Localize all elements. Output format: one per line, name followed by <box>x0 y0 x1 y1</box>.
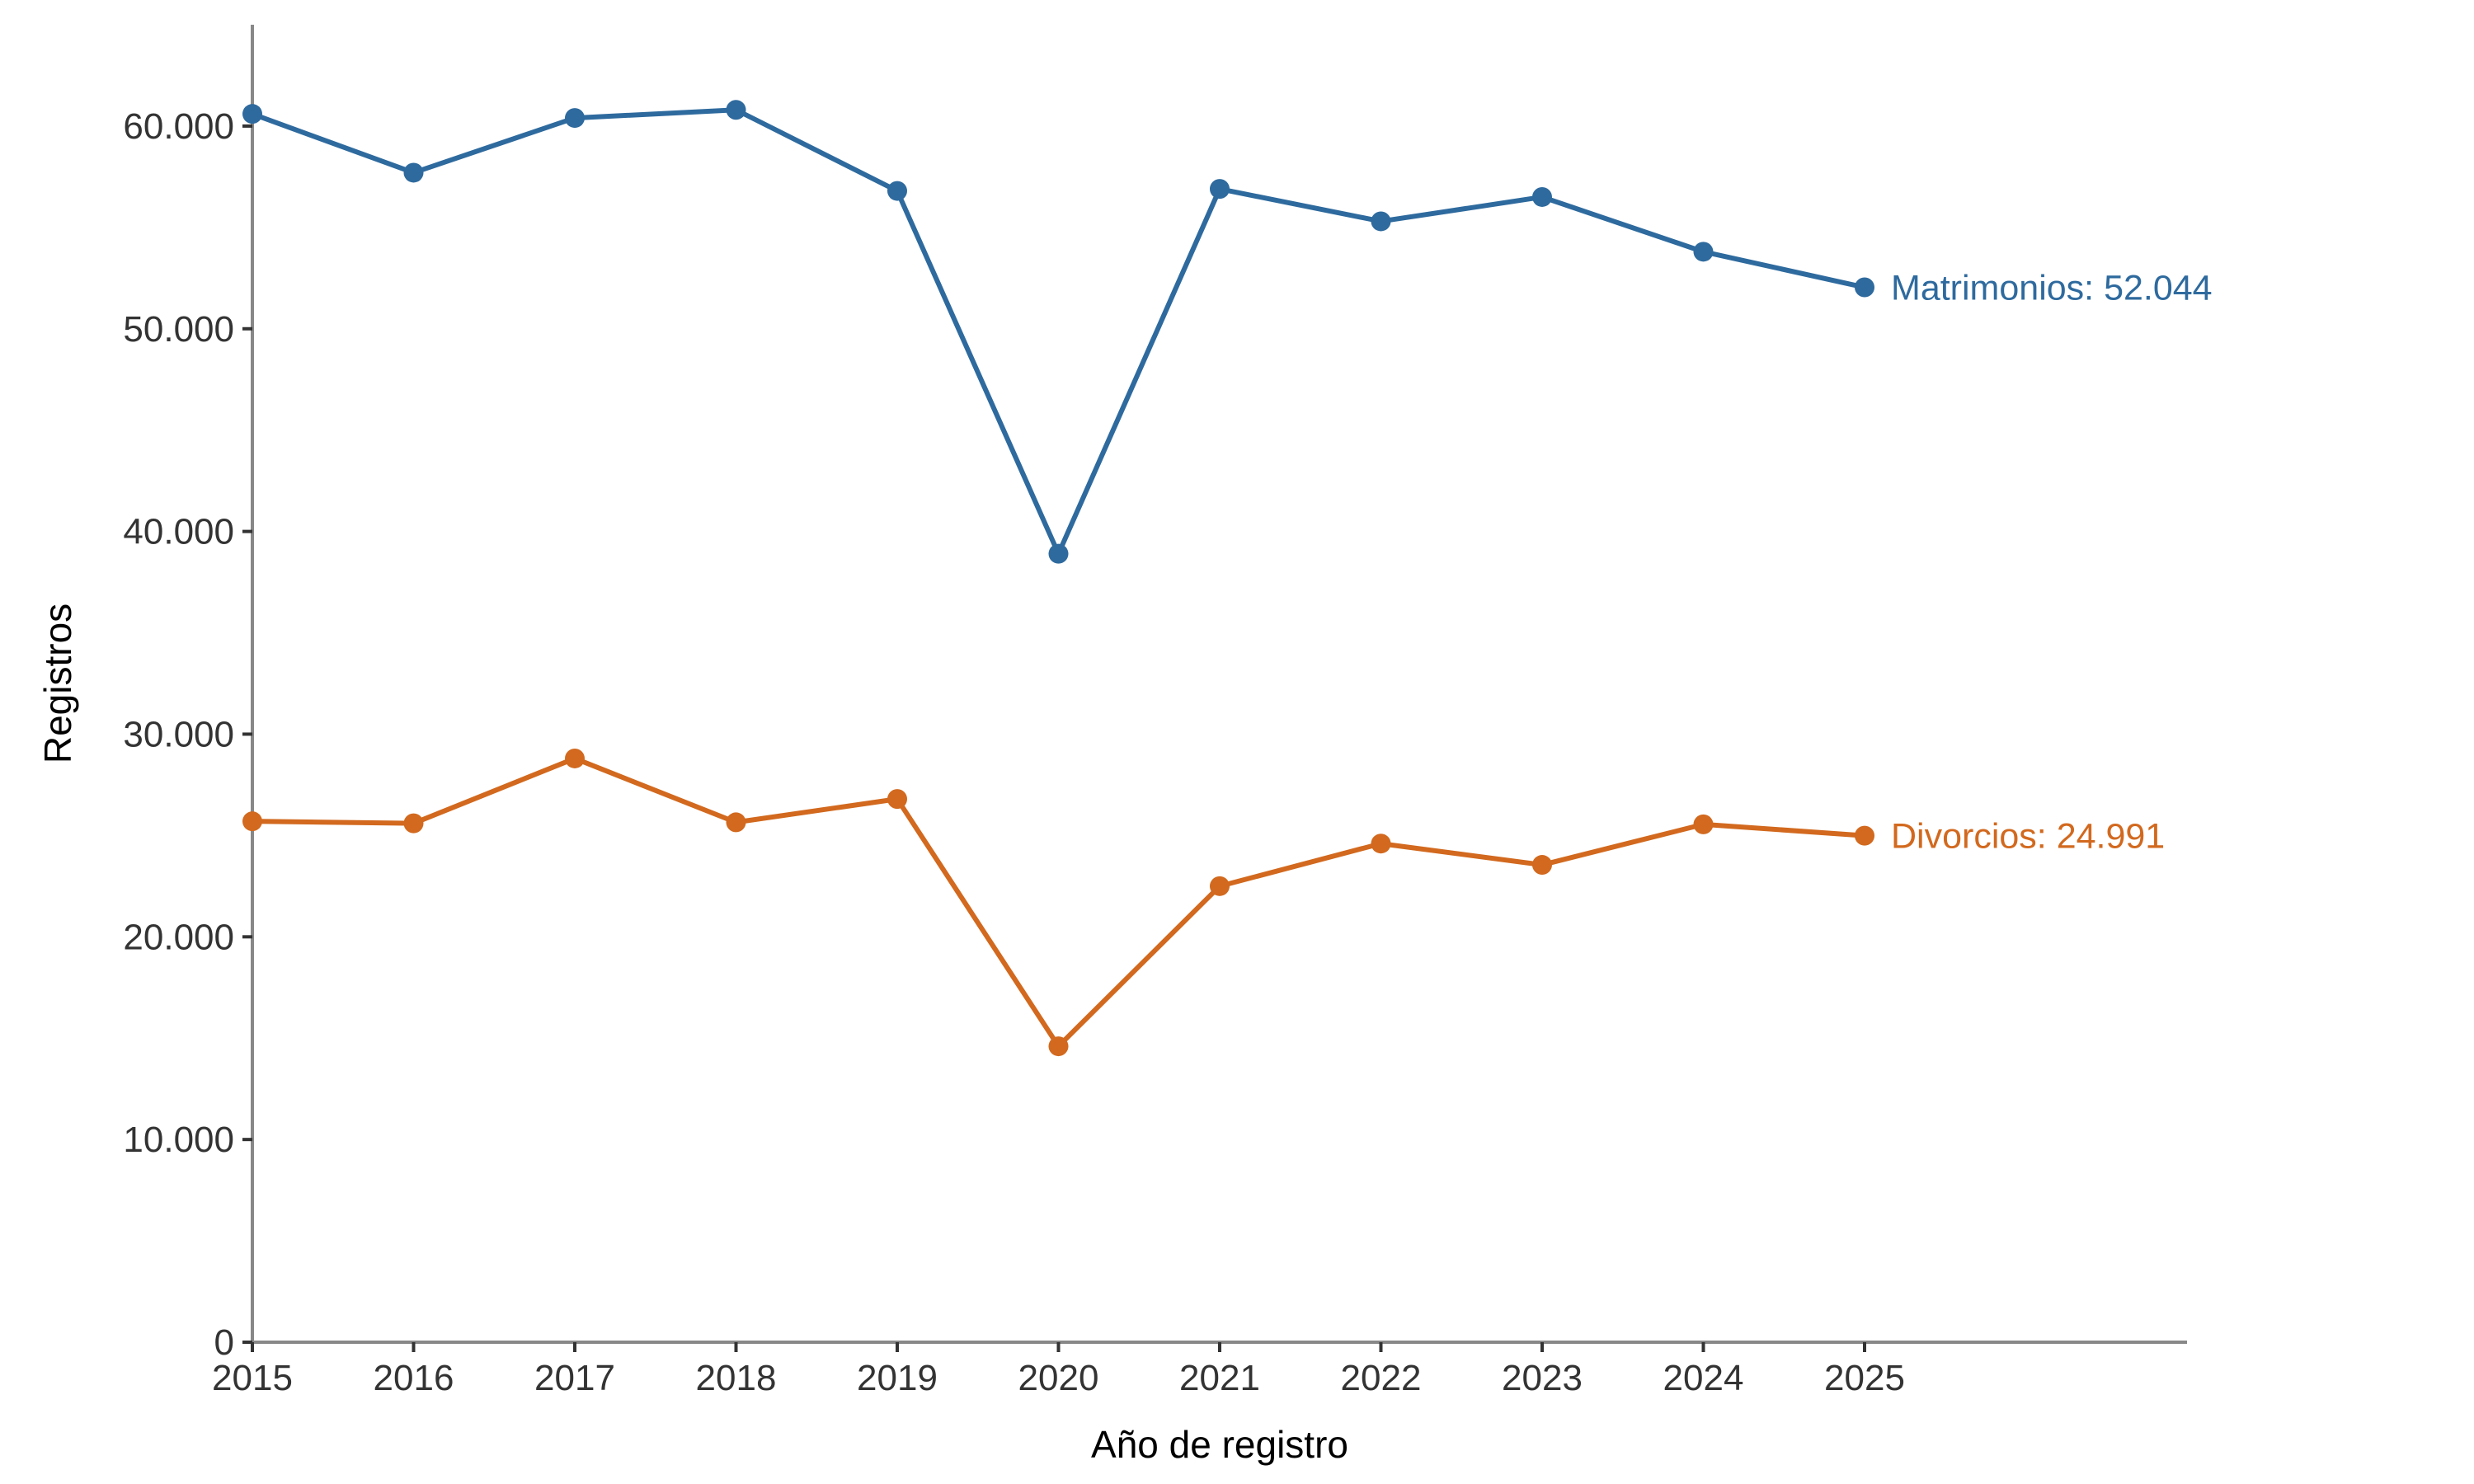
data-point <box>1048 1036 1069 1057</box>
data-point <box>1855 825 1874 846</box>
x-tick-label: 2020 <box>1018 1358 1099 1398</box>
x-tick-label: 2022 <box>1341 1358 1422 1398</box>
series-matrimonios: Matrimonios: 52.044 <box>242 100 2213 564</box>
y-tick-label: 50.000 <box>123 309 234 350</box>
y-tick-label: 60.000 <box>123 106 234 147</box>
data-point <box>1371 211 1391 232</box>
x-tick-label: 2024 <box>1663 1358 1744 1398</box>
data-point <box>242 811 262 832</box>
data-point <box>1855 277 1874 298</box>
data-point <box>242 104 262 124</box>
data-point <box>1210 179 1230 200</box>
series-line <box>250 107 1867 556</box>
data-point <box>726 100 746 120</box>
ticks: 0 10.000 20.000 30.000 40.000 50.000 60.000 201… <box>123 106 1905 1398</box>
data-point <box>887 789 907 810</box>
x-tick-label: 2017 <box>534 1358 615 1398</box>
x-tick-label: 2021 <box>1179 1358 1260 1398</box>
x-tick-label: 2025 <box>1824 1358 1905 1398</box>
data-point <box>1210 876 1230 896</box>
y-tick-label: 20.000 <box>123 917 234 957</box>
data-point <box>1532 186 1552 207</box>
axes <box>251 25 2187 1344</box>
data-point <box>565 748 585 768</box>
y-tick-label: 40.000 <box>123 512 234 552</box>
data-point <box>1693 814 1714 834</box>
series-line <box>250 755 1867 1050</box>
y-tick-label: 10.000 <box>123 1120 234 1160</box>
x-tick-label: 2023 <box>1502 1358 1583 1398</box>
x-tick-label: 2019 <box>857 1358 938 1398</box>
data-point <box>403 813 424 834</box>
series-end-label: Divorcios: 24.991 <box>1891 817 2165 857</box>
data-point <box>1532 855 1552 876</box>
x-tick-label: 2015 <box>212 1358 293 1398</box>
data-point <box>1048 543 1069 564</box>
x-tick-label: 2016 <box>374 1358 454 1398</box>
x-axis-title: Año de registro <box>1091 1423 1348 1466</box>
series-end-label: Matrimonios: 52.044 <box>1891 269 2213 308</box>
series: Matrimonios: 52.044 Divorcios: 24.991 <box>242 100 2213 1057</box>
x-tick-label: 2018 <box>696 1358 777 1398</box>
data-point <box>726 812 746 833</box>
data-point <box>1371 834 1391 854</box>
y-tick-label: 0 <box>214 1322 234 1363</box>
y-tick-label: 30.000 <box>123 714 234 754</box>
y-axis-title: Registros <box>36 603 79 763</box>
data-point <box>887 181 907 201</box>
series-divorcios: Divorcios: 24.991 <box>242 748 2165 1057</box>
data-point <box>1693 242 1714 262</box>
data-point <box>565 108 585 129</box>
data-point <box>403 162 424 183</box>
